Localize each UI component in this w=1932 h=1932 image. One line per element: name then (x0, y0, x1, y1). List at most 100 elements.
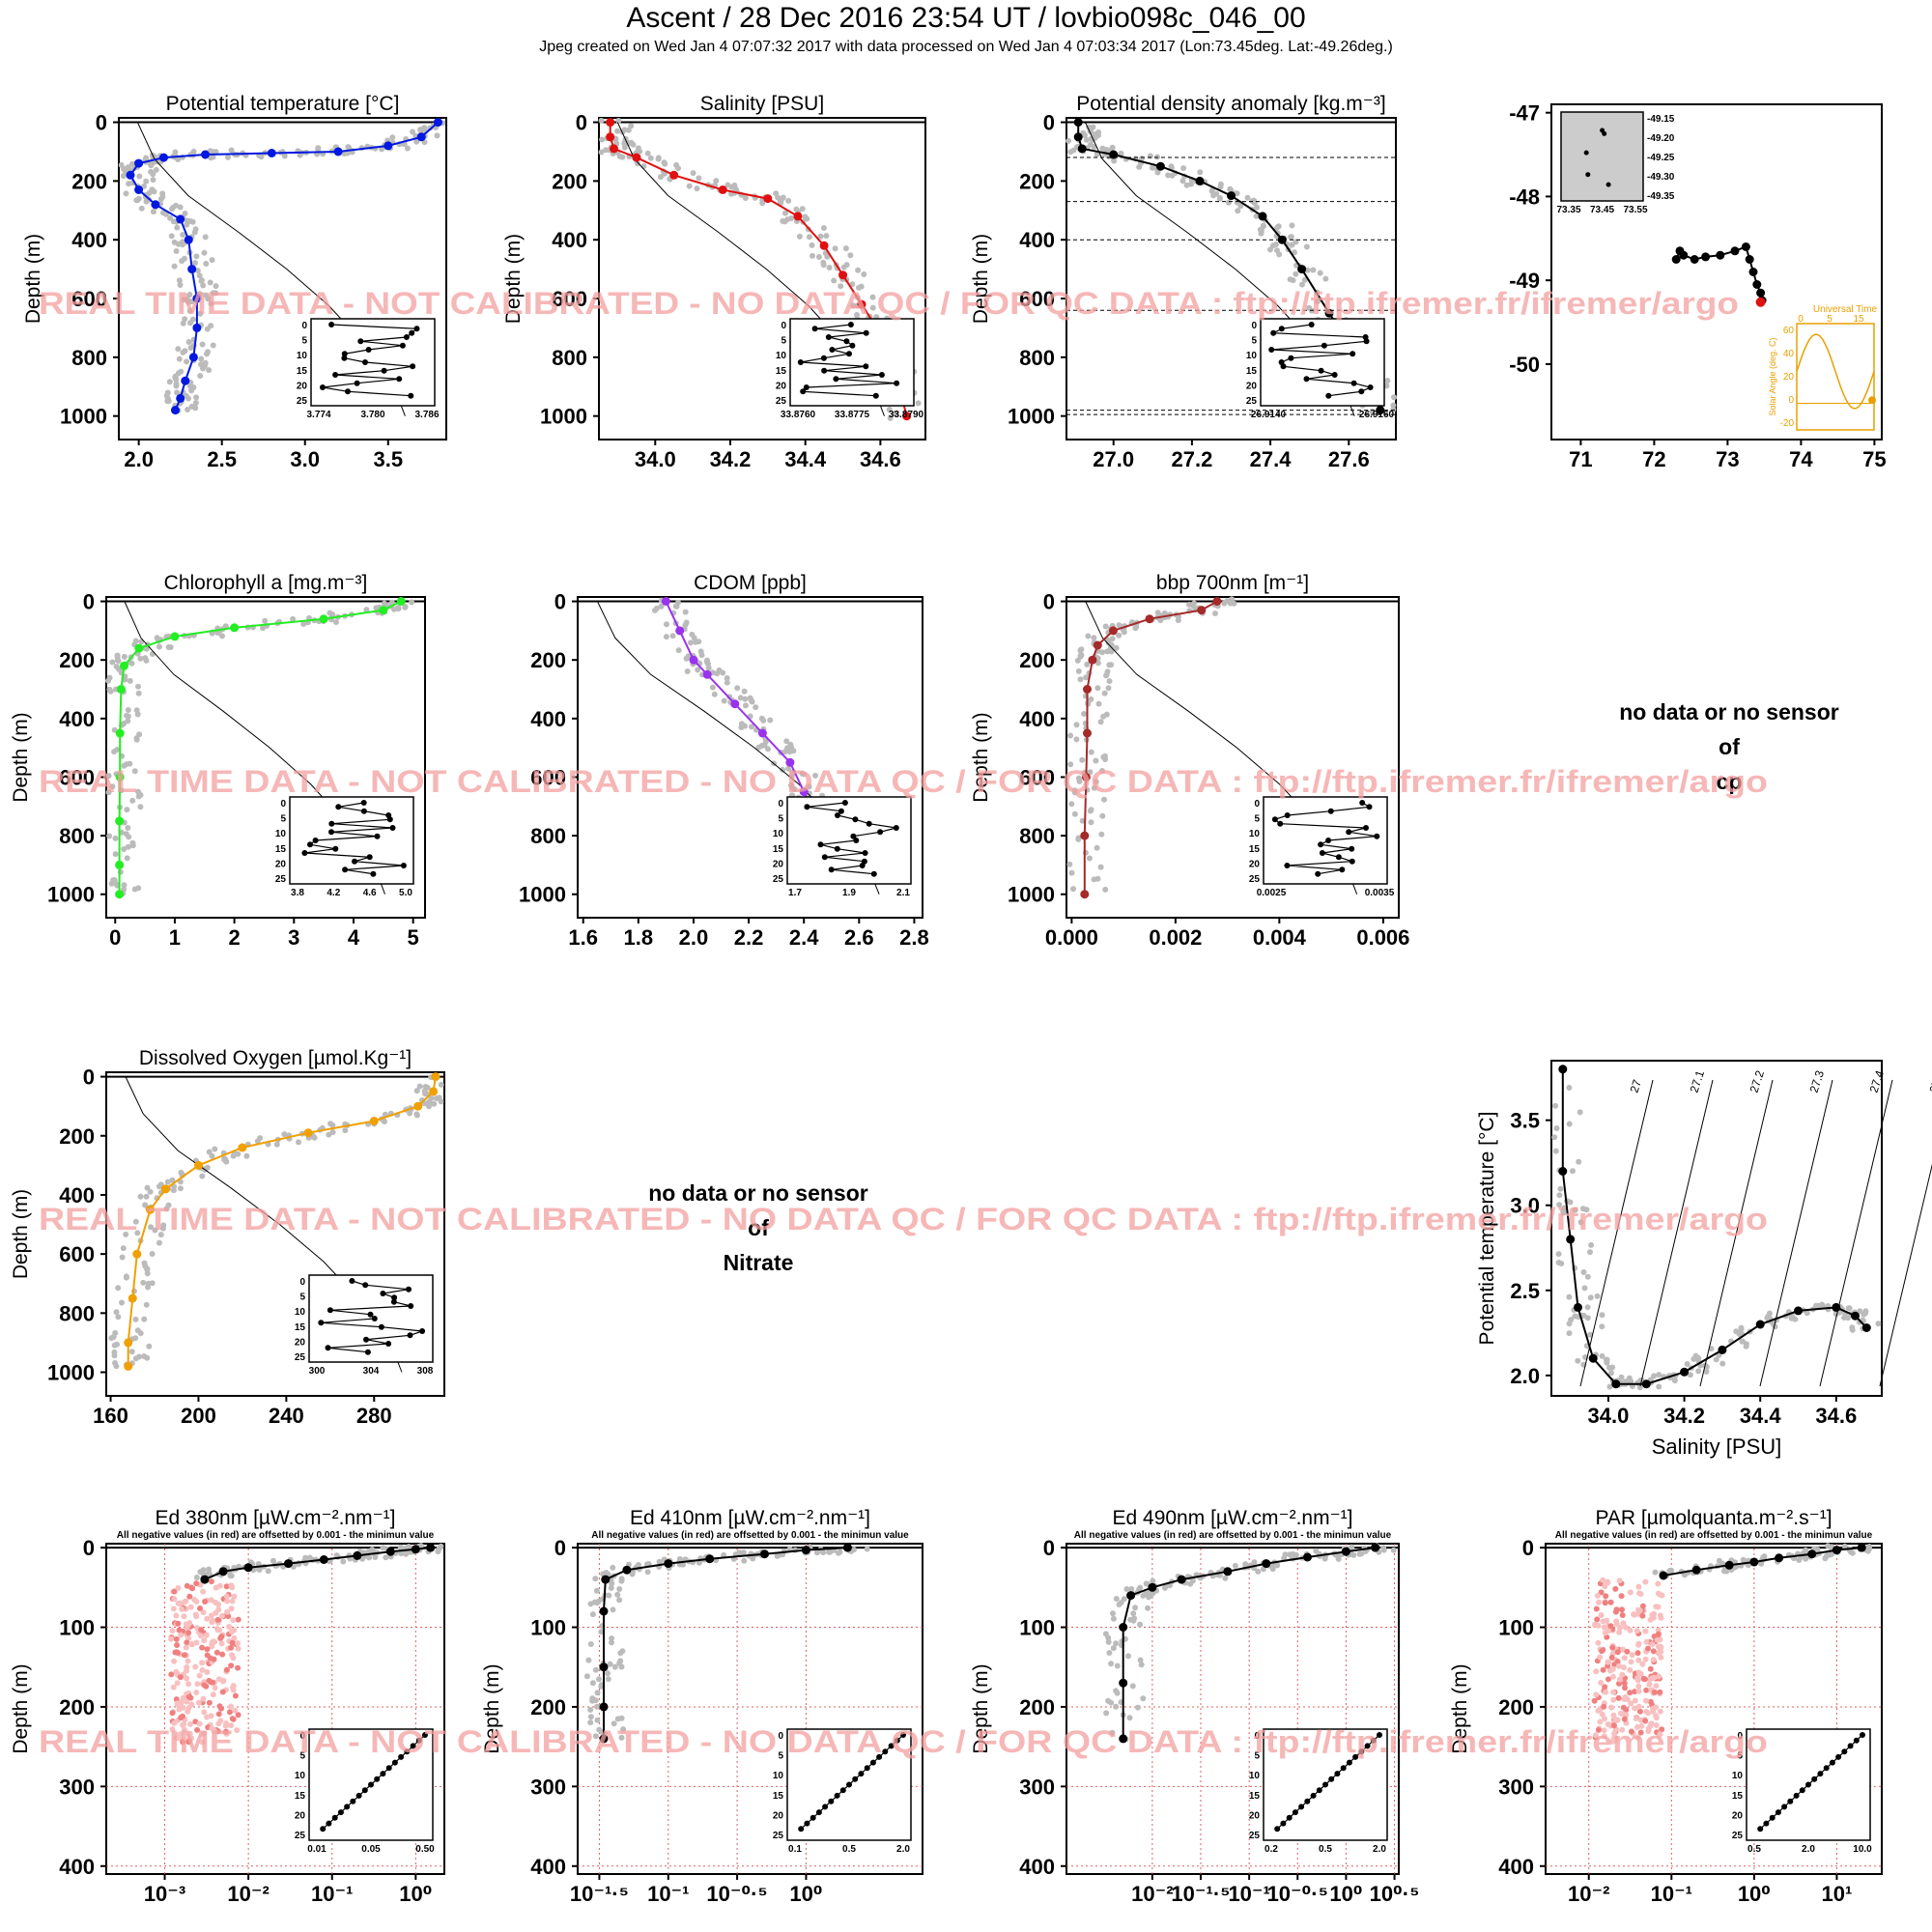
temp-history-point (173, 202, 180, 209)
sal-history-point (728, 184, 735, 190)
ed490-history-point (1162, 1584, 1168, 1591)
ts-profile-point (1861, 1323, 1871, 1332)
bbp-inset-ytick-label: 10 (1249, 829, 1261, 839)
ed490-history-point (1137, 1584, 1144, 1591)
sal-history-point (694, 185, 700, 192)
ed380-negative-point (229, 1598, 236, 1605)
oxy-history-point (159, 1225, 166, 1232)
sal-inset-frame (789, 318, 915, 407)
bbp-history-point (1088, 749, 1094, 755)
ed490-history-point (1140, 1695, 1147, 1702)
ed380-negative-point (186, 1620, 193, 1627)
ts-history-point (1576, 1158, 1582, 1165)
ed380-inset-ytick-label: 5 (299, 1751, 305, 1762)
ed380-inset-ytick-label: 0 (299, 1731, 305, 1742)
chl-history-point (222, 623, 229, 630)
temp-history-point (184, 358, 190, 365)
chl-history-point (112, 851, 119, 858)
ed380-negative-point (178, 1632, 185, 1638)
ed410-history-point (605, 1670, 611, 1677)
bbp-history-point (1077, 652, 1084, 659)
temp-history-point (182, 255, 187, 262)
sal-profile-point (902, 412, 912, 421)
ed410-xtick-label: 10⁻⁰·⁵ (706, 1882, 767, 1906)
par-negative-point (1616, 1577, 1623, 1584)
cdom-inset-ytick-label: 10 (773, 829, 784, 839)
ed380-history-point (340, 1558, 347, 1565)
oxy-history-point (413, 1111, 420, 1118)
bbp-history-point (1099, 768, 1105, 774)
oxy-history-point (137, 1193, 144, 1200)
dens-history-point (1183, 182, 1190, 188)
par-negative-point (1594, 1592, 1601, 1599)
cdom-ytick-label: 600 (530, 765, 566, 789)
ed410-history-point (618, 1715, 625, 1721)
ts-history-point (1566, 1293, 1573, 1300)
no-data-cp-line1: no data or no sensor (1619, 699, 1839, 724)
ts-history-point (1584, 1273, 1591, 1280)
sal-history-point (820, 225, 827, 231)
par-negative-point (1627, 1627, 1634, 1634)
ed380-negative-point (215, 1601, 221, 1607)
oxy-history-point (115, 1285, 122, 1292)
cdom-inset-xtick-label: 1.9 (842, 888, 856, 898)
dens-history-point (1293, 239, 1299, 245)
map-inset-xtick-label: 73.55 (1623, 205, 1647, 215)
watermark-row4: REAL TIME DATA - NOT CALIBRATED - NO DAT… (39, 1724, 1768, 1759)
temp-history-point (185, 395, 191, 402)
ed410-history-point (609, 1639, 614, 1646)
oxy-history-point (342, 1127, 349, 1134)
map-profile-point (1741, 242, 1750, 251)
ed380-negative-point (231, 1634, 238, 1641)
ts-history-point (1651, 1373, 1658, 1379)
sal-inset-ytick-label: 20 (776, 381, 787, 391)
ed490-ylabel: Depth (m) (970, 1663, 992, 1753)
ed490-history-point (1232, 1562, 1238, 1569)
temp-history-point (197, 310, 204, 317)
ed380-negative-point (180, 1739, 186, 1746)
ed410-profile-point (599, 1606, 609, 1616)
ts-profile-point (1755, 1320, 1765, 1329)
cdom-history-point (765, 746, 771, 753)
par-negative-point (1635, 1657, 1642, 1663)
par-inset-ytick-label: 0 (1737, 1731, 1743, 1742)
bbp-inset-ytick-label: 25 (1249, 874, 1261, 885)
ts-history-point (1845, 1305, 1852, 1312)
ed380-negative-point (203, 1632, 210, 1638)
oxy-history-point (169, 1177, 176, 1183)
dens-history-point (1227, 186, 1234, 193)
cdom-history-point (780, 766, 786, 773)
ed490-inset-xtick-label: 0.5 (1319, 1844, 1332, 1855)
oxy-history-point (141, 1353, 148, 1359)
par-negative-point (1610, 1689, 1617, 1695)
ed380-negative-point (213, 1649, 220, 1656)
ed380-negative-point (174, 1642, 181, 1648)
ed380-negative-point (178, 1715, 185, 1721)
ts-history-point (1587, 1294, 1594, 1301)
dens-profile-point (1277, 235, 1287, 244)
chl-xtick-label: 4 (348, 925, 360, 950)
ed410-history-point (598, 1629, 605, 1635)
sal-history-point (809, 242, 815, 248)
ed380-negative-point (185, 1708, 191, 1715)
ed380-negative-point (210, 1691, 216, 1698)
par-negative-point (1639, 1661, 1646, 1667)
ts-history-point (1599, 1312, 1605, 1319)
ts-history-point (1587, 1249, 1593, 1256)
par-profile-point (1832, 1546, 1841, 1555)
ed410-inset-ytick-label: 5 (778, 1751, 783, 1762)
sal-history-point (850, 302, 857, 309)
isopycnal-label: 27.2 (1747, 1068, 1768, 1094)
ed380-inset-ytick-label: 20 (295, 1810, 306, 1821)
oxy-history-point (148, 1224, 154, 1231)
sal-history-point (616, 153, 623, 159)
ed380-ytick-label: 400 (59, 1855, 95, 1879)
chl-ylabel: Depth (m) (10, 712, 32, 802)
ts-history-point (1594, 1293, 1601, 1299)
ed380-history-point (265, 1568, 271, 1575)
ts-history-point (1695, 1368, 1702, 1375)
bbp-history-point (1081, 711, 1088, 717)
isopycnal-line (1579, 1079, 1654, 1387)
sal-history-point (887, 414, 894, 421)
